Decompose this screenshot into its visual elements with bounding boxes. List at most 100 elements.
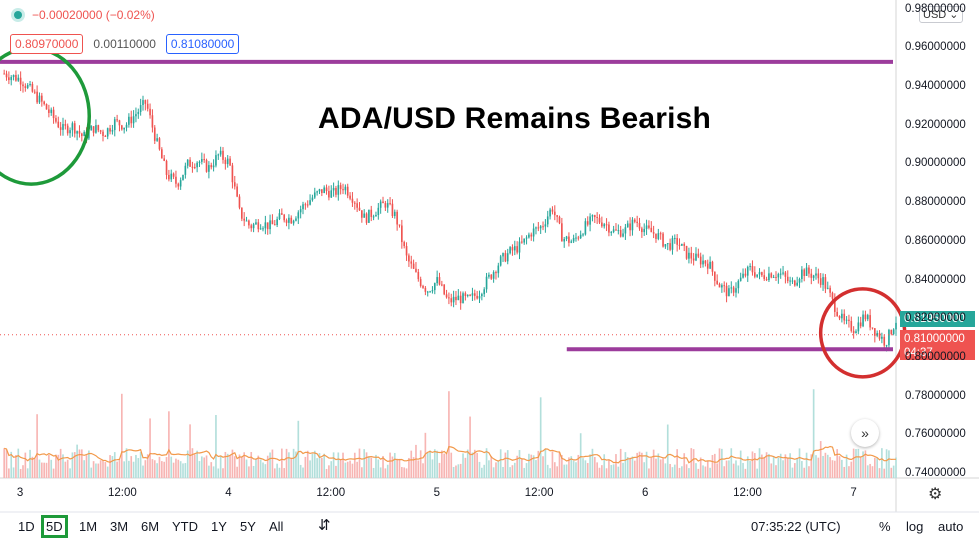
sell-price-button[interactable]: 0.80970000 <box>10 34 84 54</box>
volume-bar <box>859 456 862 478</box>
candle-body <box>306 204 309 206</box>
price-tick-label: 0.74000000 <box>905 467 966 480</box>
chart-settings-button[interactable]: ⚙ <box>928 484 942 504</box>
volume-bar <box>641 452 643 478</box>
candle-body <box>269 220 271 230</box>
candle-body <box>539 226 542 229</box>
volume-bar <box>751 451 754 478</box>
volume-bar <box>104 462 107 478</box>
volume-bar <box>862 451 864 478</box>
candle-body <box>683 243 686 246</box>
volume-bar <box>158 456 161 478</box>
candle-body <box>304 204 307 206</box>
scroll-to-realtime-button[interactable]: » <box>851 419 879 447</box>
candle-body <box>455 296 457 301</box>
candle-body <box>351 198 354 203</box>
volume-bar <box>328 465 330 478</box>
range-all[interactable]: All <box>269 519 284 534</box>
volume-bar <box>142 465 144 478</box>
volume-bar <box>805 452 808 478</box>
candle-body <box>664 244 667 247</box>
candle-body <box>525 237 528 239</box>
volume-bar <box>22 465 24 478</box>
range-1d[interactable]: 1D <box>18 519 35 534</box>
candle-body <box>396 211 398 225</box>
candle-body <box>824 277 827 289</box>
range-1y[interactable]: 1Y <box>211 519 227 534</box>
candle-body <box>431 290 434 292</box>
date-range-icon[interactable]: ⇵ <box>318 517 331 534</box>
candle-body <box>666 243 669 245</box>
volume-bar <box>883 468 886 478</box>
volume-bar <box>262 462 264 478</box>
candle-body <box>509 247 511 254</box>
range-3m[interactable]: 3M <box>110 519 129 534</box>
buy-price-button[interactable]: 0.81080000 <box>165 34 240 54</box>
volume-bar <box>749 461 751 478</box>
volume-bar <box>645 451 648 478</box>
candle-body <box>516 246 518 253</box>
volume-bar <box>502 466 504 478</box>
volume-bar <box>786 458 789 478</box>
volume-bar <box>662 458 664 478</box>
candle-body <box>398 224 401 226</box>
candle-body <box>168 174 170 180</box>
log-toggle[interactable]: log <box>906 519 924 534</box>
volume-bar <box>215 415 217 478</box>
volume-bar <box>890 467 893 478</box>
percent-toggle[interactable]: % <box>879 519 891 534</box>
candle-body <box>457 295 460 301</box>
volume-bar <box>69 468 71 478</box>
candle-body <box>744 273 747 276</box>
range-6m[interactable]: 6M <box>141 519 160 534</box>
volume-bar <box>43 462 45 478</box>
candle-body <box>822 277 824 285</box>
auto-toggle[interactable]: auto <box>938 519 964 534</box>
volume-bar <box>591 448 594 478</box>
range-ytd[interactable]: YTD <box>172 519 198 534</box>
candle-body <box>335 187 337 195</box>
time-tick-label: 4 <box>225 487 232 499</box>
candle-body <box>532 228 535 237</box>
volume-bar <box>704 466 707 478</box>
volume-bar <box>772 456 775 478</box>
candle-body <box>810 273 813 278</box>
candle-body <box>761 272 763 276</box>
volume-bar <box>511 465 514 478</box>
candle-body <box>518 241 521 253</box>
candle-body <box>43 101 45 105</box>
volume-bar <box>516 455 518 478</box>
volume-bar <box>681 466 683 478</box>
volume-bar <box>128 460 130 478</box>
candle-body <box>271 220 274 225</box>
volume-bar <box>688 468 690 478</box>
volume-bar <box>671 467 674 478</box>
candle-body <box>149 108 151 116</box>
candle-body <box>361 210 363 218</box>
candle-body <box>443 284 446 295</box>
volume-bar <box>281 448 283 478</box>
volume-bar <box>791 467 794 478</box>
volume-bar <box>452 466 455 478</box>
range-1m[interactable]: 1M <box>79 519 98 534</box>
volume-bar <box>31 456 34 478</box>
candle-body <box>433 283 436 291</box>
candle-body <box>591 215 594 217</box>
candle-body <box>852 330 855 334</box>
volume-bar <box>579 433 582 478</box>
candle-body <box>363 213 366 218</box>
range-5d[interactable]: 5D <box>41 515 68 538</box>
volume-bar <box>737 465 740 478</box>
clock-time[interactable]: 07:35:22 (UTC) <box>751 519 841 534</box>
candle-body <box>22 84 24 87</box>
range-5y[interactable]: 5Y <box>240 519 256 534</box>
green-highlight-circle <box>0 46 91 186</box>
candle-body <box>116 119 118 121</box>
currency-select[interactable]: USD ⌄ <box>919 6 963 23</box>
volume-bar <box>746 456 749 478</box>
candle-body <box>462 293 464 304</box>
volume-bar <box>97 463 100 478</box>
volume-bar <box>532 455 535 478</box>
candle-body <box>353 202 356 204</box>
